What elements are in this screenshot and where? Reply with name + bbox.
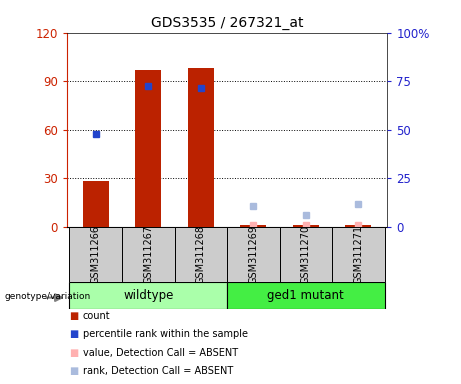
Text: GSM311270: GSM311270 [301,225,311,284]
Text: GSM311268: GSM311268 [196,225,206,284]
Bar [70,282,227,309]
Bar [279,227,332,282]
Bar [227,282,384,309]
Text: genotype/variation: genotype/variation [5,292,91,301]
Text: GSM311269: GSM311269 [248,225,258,284]
Bar [122,227,175,282]
Bar [188,68,214,227]
Bar [135,70,161,227]
Text: ■: ■ [69,348,78,358]
Text: GSM311271: GSM311271 [353,225,363,284]
Text: rank, Detection Call = ABSENT: rank, Detection Call = ABSENT [83,366,233,376]
Bar [227,227,279,282]
Text: percentile rank within the sample: percentile rank within the sample [83,329,248,339]
Text: ged1 mutant: ged1 mutant [267,289,344,302]
Bar [332,227,384,282]
Text: value, Detection Call = ABSENT: value, Detection Call = ABSENT [83,348,238,358]
Text: ■: ■ [69,329,78,339]
Bar [70,227,122,282]
Bar [83,181,109,227]
Text: ■: ■ [69,311,78,321]
Text: ■: ■ [69,366,78,376]
Title: GDS3535 / 267321_at: GDS3535 / 267321_at [151,16,303,30]
Bar [293,225,319,227]
Text: GSM311267: GSM311267 [143,225,153,284]
Text: GSM311266: GSM311266 [91,225,101,284]
Text: wildtype: wildtype [123,289,173,302]
Bar [240,225,266,227]
Bar [345,225,372,227]
Bar [175,227,227,282]
Text: count: count [83,311,111,321]
